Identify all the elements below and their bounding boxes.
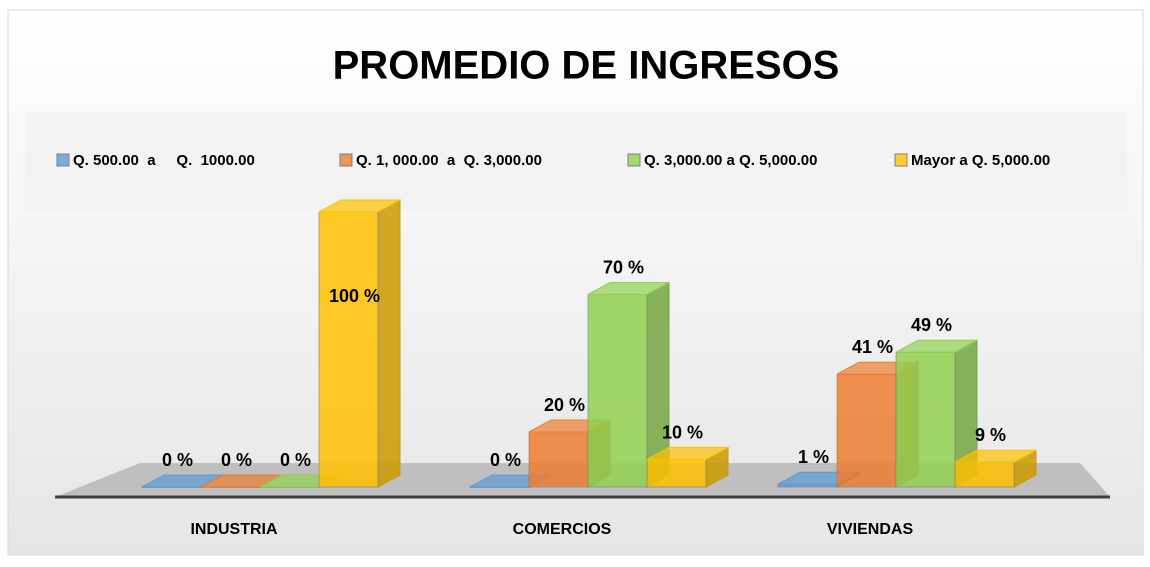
bar-side [377,199,401,488]
legend-label: Q. 500.00 a Q. 1000.00 [73,152,255,169]
x-tick-label: COMERCIOS [513,521,612,538]
bar-top [954,449,1037,463]
bar-top [895,339,978,353]
data-label: 9 % [975,425,1006,445]
legend-label: Mayor a Q. 5,000.00 [911,152,1050,169]
legend-box [25,112,1127,210]
data-label: 100 % [329,286,380,306]
data-label: 0 % [490,450,521,470]
bar-top [646,447,729,460]
bar [587,294,648,488]
data-label: 20 % [544,395,585,415]
data-label: 0 % [280,450,311,470]
data-label: 41 % [852,337,893,357]
data-label: 49 % [911,315,952,335]
legend-label: Q. 1, 000.00 a Q. 3,000.00 [356,152,542,169]
bar-top [318,199,401,213]
data-label: 70 % [603,257,644,277]
data-label: 1 % [798,447,829,467]
data-label: 0 % [162,450,193,470]
bar [528,431,589,488]
bar [895,351,956,488]
legend-label: Q. 3,000.00 a Q. 5,000.00 [644,152,817,169]
bar [954,461,1015,488]
legend-swatch [894,153,908,167]
x-tick-label: INDUSTRIA [190,521,278,538]
chart-title: PROMEDIO DE INGRESOS [333,44,840,88]
bar [836,373,897,488]
legend-swatch [339,153,353,167]
bar [646,459,707,488]
bar-top [587,282,670,295]
legend-swatch [56,153,70,167]
legend-swatch [627,153,641,167]
bar [318,211,379,488]
data-label: 0 % [221,450,252,470]
data-label: 10 % [662,422,703,442]
x-tick-label: VIVIENDAS [827,521,914,538]
